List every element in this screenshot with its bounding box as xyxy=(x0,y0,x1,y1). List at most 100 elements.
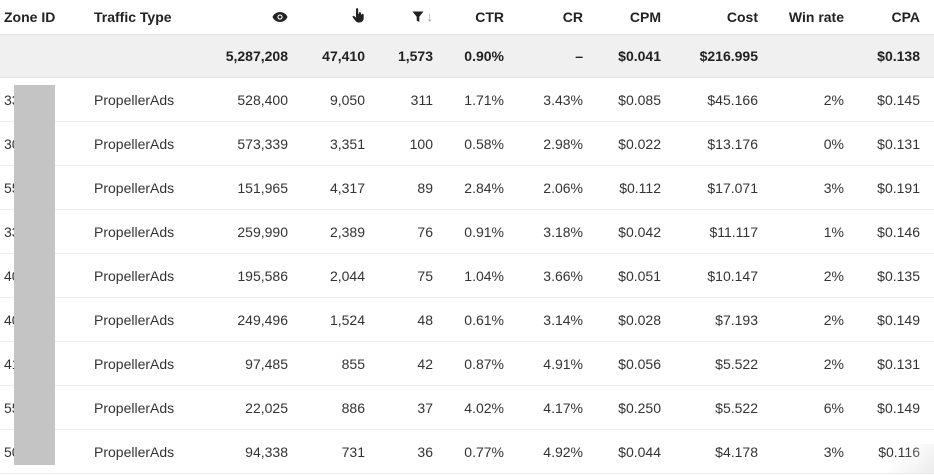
cell-cpa: $0.146 xyxy=(877,223,920,240)
cell-conversions: 37 xyxy=(417,399,433,416)
table-row[interactable]: 50 9PropellerAds94,338731360.77%4.92%$0.… xyxy=(0,430,934,474)
cell-clicks: 731 xyxy=(341,443,365,460)
cell-ctr: 0.58% xyxy=(464,135,504,152)
col-header-impressions[interactable] xyxy=(200,8,288,25)
totals-conversions: 1,573 xyxy=(397,48,433,64)
totals-clicks: 47,410 xyxy=(322,48,365,64)
cell-cpa: $0.149 xyxy=(877,399,920,416)
totals-impressions: 5,287,208 xyxy=(225,48,288,64)
corner-shadow xyxy=(874,444,934,474)
col-header-clicks[interactable] xyxy=(288,8,365,26)
cell-cpa: $0.135 xyxy=(877,267,920,284)
eye-icon xyxy=(272,10,288,26)
table-row[interactable]: 33 5PropellerAds528,4009,0503111.71%3.43… xyxy=(0,78,934,122)
cell-impressions: 249,496 xyxy=(237,311,288,328)
cell-win-rate: 6% xyxy=(823,399,844,416)
cell-cpa: $0.191 xyxy=(877,179,920,196)
cell-win-rate: 2% xyxy=(823,311,844,328)
table-row[interactable]: 40 2PropellerAds249,4961,524480.61%3.14%… xyxy=(0,298,934,342)
cell-ctr: 0.91% xyxy=(464,223,504,240)
cell-win-rate: 2% xyxy=(823,91,844,108)
table-row[interactable]: 30 7PropellerAds573,3393,3511000.58%2.98… xyxy=(0,122,934,166)
cell-conversions: 76 xyxy=(417,223,433,240)
table-row[interactable]: 33 7PropellerAds259,9902,389760.91%3.18%… xyxy=(0,210,934,254)
col-header-conversions[interactable]: ↓ xyxy=(365,8,433,25)
sort-desc-arrow-icon: ↓ xyxy=(426,9,434,25)
cell-cpm: $0.051 xyxy=(618,267,661,284)
cell-cost: $13.176 xyxy=(707,135,758,152)
col-header-cr[interactable]: CR xyxy=(562,9,583,25)
cell-cpm: $0.028 xyxy=(618,311,661,328)
col-header-cpm[interactable]: CPM xyxy=(629,9,661,25)
totals-cost: $216.995 xyxy=(699,48,758,64)
cell-cr: 2.98% xyxy=(543,135,583,152)
cell-ctr: 0.77% xyxy=(464,443,504,460)
cell-win-rate: 3% xyxy=(823,443,844,460)
table-row[interactable]: 55 5PropellerAds151,9654,317892.84%2.06%… xyxy=(0,166,934,210)
cell-clicks: 2,389 xyxy=(329,223,365,240)
cell-traffic-type: PropellerAds xyxy=(94,311,175,328)
cell-win-rate: 2% xyxy=(823,267,844,284)
cell-cpm: $0.112 xyxy=(619,179,661,196)
cell-conversions: 36 xyxy=(417,443,433,460)
cell-win-rate: 2% xyxy=(823,355,844,372)
cell-traffic-type: PropellerAds xyxy=(94,267,175,284)
cell-impressions: 259,990 xyxy=(237,223,288,240)
col-header-cost[interactable]: Cost xyxy=(726,9,758,25)
col-header-zone-id[interactable]: Zone ID xyxy=(4,9,56,25)
cell-cr: 3.66% xyxy=(543,267,583,284)
cell-cr: 4.92% xyxy=(543,443,583,460)
cell-ctr: 2.84% xyxy=(464,179,504,196)
cell-clicks: 3,351 xyxy=(329,135,365,152)
cell-cpm: $0.056 xyxy=(618,355,661,372)
cell-clicks: 886 xyxy=(341,399,365,416)
cell-cpm: $0.022 xyxy=(618,135,661,152)
cell-cpm: $0.250 xyxy=(618,399,661,416)
cell-cost: $7.193 xyxy=(715,311,758,328)
cell-traffic-type: PropellerAds xyxy=(94,135,175,152)
totals-row: 5,287,208 47,410 1,573 0.90% – $0.041 $2… xyxy=(0,35,934,78)
cell-win-rate: 0% xyxy=(823,135,844,152)
cell-cr: 4.91% xyxy=(543,355,583,372)
cell-clicks: 855 xyxy=(341,355,365,372)
col-header-ctr[interactable]: CTR xyxy=(475,9,504,25)
totals-cr: – xyxy=(575,48,583,64)
totals-ctr: 0.90% xyxy=(464,48,504,64)
cell-clicks: 2,044 xyxy=(329,267,365,284)
cell-conversions: 89 xyxy=(417,179,433,196)
cell-conversions: 311 xyxy=(410,91,433,108)
cell-cost: $4.178 xyxy=(715,443,758,460)
table-row[interactable]: 41 2PropellerAds97,485855420.87%4.91%$0.… xyxy=(0,342,934,386)
cell-conversions: 42 xyxy=(417,355,433,372)
table-row[interactable]: 55 3PropellerAds22,025886374.02%4.17%$0.… xyxy=(0,386,934,430)
cell-ctr: 0.61% xyxy=(464,311,504,328)
cell-cpa: $0.149 xyxy=(877,311,920,328)
cell-impressions: 22,025 xyxy=(245,399,288,416)
cell-impressions: 528,400 xyxy=(237,91,288,108)
col-header-cpa[interactable]: CPA xyxy=(891,9,920,25)
pointer-hand-icon xyxy=(352,8,365,26)
cell-cost: $5.522 xyxy=(715,355,758,372)
cell-cost: $45.166 xyxy=(707,91,758,108)
redaction-overlay xyxy=(14,85,55,465)
cell-cpm: $0.085 xyxy=(618,91,661,108)
table-body: 33 5PropellerAds528,4009,0503111.71%3.43… xyxy=(0,78,934,474)
table-row[interactable]: 40 4PropellerAds195,5862,044751.04%3.66%… xyxy=(0,254,934,298)
cell-traffic-type: PropellerAds xyxy=(94,179,175,196)
cell-conversions: 48 xyxy=(417,311,433,328)
cell-traffic-type: PropellerAds xyxy=(94,223,175,240)
col-header-traffic-type[interactable]: Traffic Type xyxy=(94,9,172,25)
cell-cpa: $0.131 xyxy=(877,355,920,372)
table-header-row: Zone ID Traffic Type ↓ CTR CR CPM Cost W… xyxy=(0,0,934,35)
cell-conversions: 75 xyxy=(417,267,433,284)
cell-cpm: $0.042 xyxy=(618,223,661,240)
col-header-win-rate[interactable]: Win rate xyxy=(788,9,844,25)
cell-win-rate: 1% xyxy=(823,223,844,240)
cell-impressions: 151,965 xyxy=(237,179,288,196)
cell-ctr: 1.71% xyxy=(464,91,504,108)
cell-cost: $17.071 xyxy=(707,179,758,196)
cell-traffic-type: PropellerAds xyxy=(94,355,175,372)
cell-clicks: 9,050 xyxy=(329,91,365,108)
cell-cr: 3.14% xyxy=(543,311,583,328)
cell-impressions: 97,485 xyxy=(245,355,288,372)
